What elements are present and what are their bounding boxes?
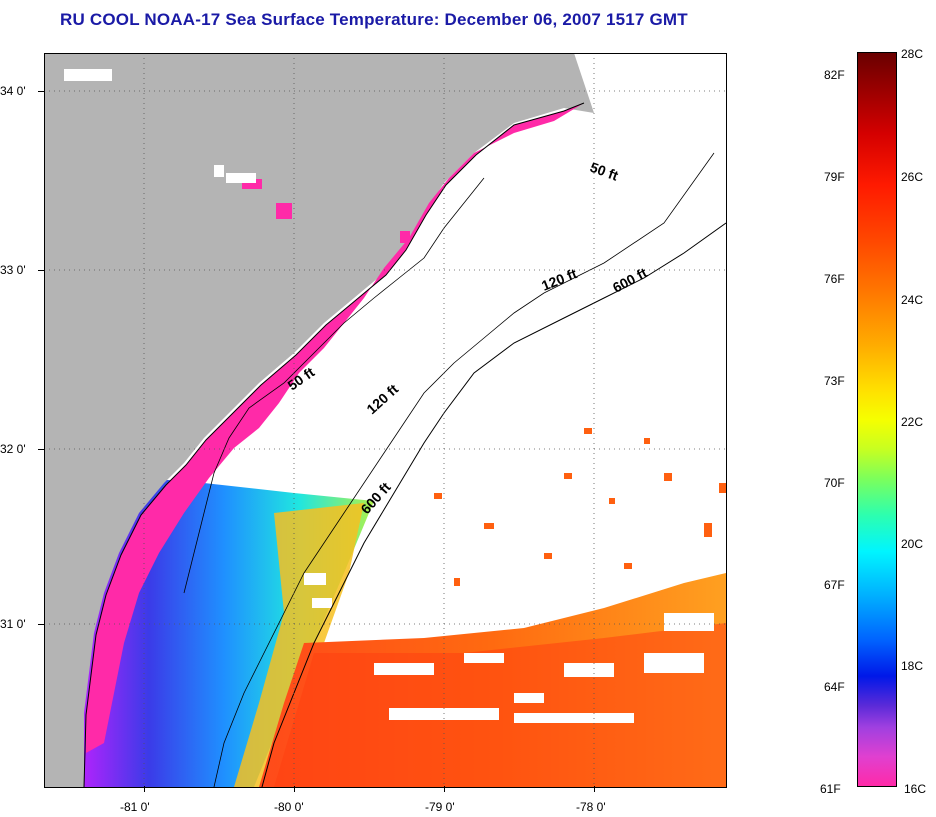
contour-label: 120 ft xyxy=(363,381,401,418)
colorbar-celsius-label: 28C xyxy=(901,47,924,61)
sst-map-canvas: 50 ft 120 ft 600 ft 50 ft 120 ft 600 ft xyxy=(44,53,726,787)
colorbar-celsius-label: 26C xyxy=(901,170,924,184)
contour-600ft xyxy=(261,222,726,787)
longitude-label: -80 0' xyxy=(274,800,304,814)
x-tick xyxy=(444,786,445,792)
colorbar-fahrenheit-label: 70F xyxy=(824,476,845,490)
colorbar-fahrenheit-label: 64F xyxy=(824,680,845,694)
y-tick xyxy=(38,270,44,271)
colorbar-fahrenheit-label: 61F xyxy=(820,782,841,796)
x-tick xyxy=(144,786,145,792)
longitude-label: -81 0' xyxy=(120,800,150,814)
x-tick xyxy=(294,786,295,792)
colorbar-celsius-label: 16C xyxy=(904,782,927,796)
latitude-label: 31 0' xyxy=(0,617,26,631)
shelf-break-water xyxy=(234,503,364,787)
colorbar-celsius-label: 24C xyxy=(901,293,924,307)
colorbar-fahrenheit-label: 73F xyxy=(824,374,845,388)
graticule xyxy=(44,53,726,787)
longitude-label: -79 0' xyxy=(425,800,455,814)
contour-label: 600 ft xyxy=(610,264,650,295)
temperature-colorbar xyxy=(857,52,897,787)
latitude-label: 33 0' xyxy=(0,263,26,277)
colorbar-celsius-label: 22C xyxy=(901,415,924,429)
contour-50ft xyxy=(183,177,485,594)
colorbar-fahrenheit-label: 79F xyxy=(824,170,845,184)
map-title: RU COOL NOAA-17 Sea Surface Temperature:… xyxy=(60,10,688,29)
inland-white-patches xyxy=(64,69,256,183)
y-tick xyxy=(38,449,44,450)
x-tick xyxy=(594,786,595,792)
y-tick xyxy=(38,624,44,625)
colorbar-fahrenheit-label: 76F xyxy=(824,272,845,286)
contour-120ft xyxy=(213,152,715,787)
contour-label: 50 ft xyxy=(588,159,621,184)
contour-label: 120 ft xyxy=(539,265,579,294)
land xyxy=(44,53,594,787)
longitude-label: -78 0' xyxy=(576,800,606,814)
colorbar-fahrenheit-label: 67F xyxy=(824,578,845,592)
inland-cold-patches xyxy=(242,179,410,243)
sst-map[interactable]: 50 ft 120 ft 600 ft 50 ft 120 ft 600 ft xyxy=(44,53,726,787)
colorbar-celsius-label: 20C xyxy=(901,537,924,551)
scattered-warm-pixels xyxy=(434,428,726,586)
coastline xyxy=(83,102,585,787)
colorbar-celsius-label: 18C xyxy=(901,659,924,673)
latitude-label: 32 0' xyxy=(0,442,26,456)
y-tick xyxy=(38,91,44,92)
colorbar-fahrenheit-label: 82F xyxy=(824,68,845,82)
latitude-label: 34 0' xyxy=(0,84,26,98)
